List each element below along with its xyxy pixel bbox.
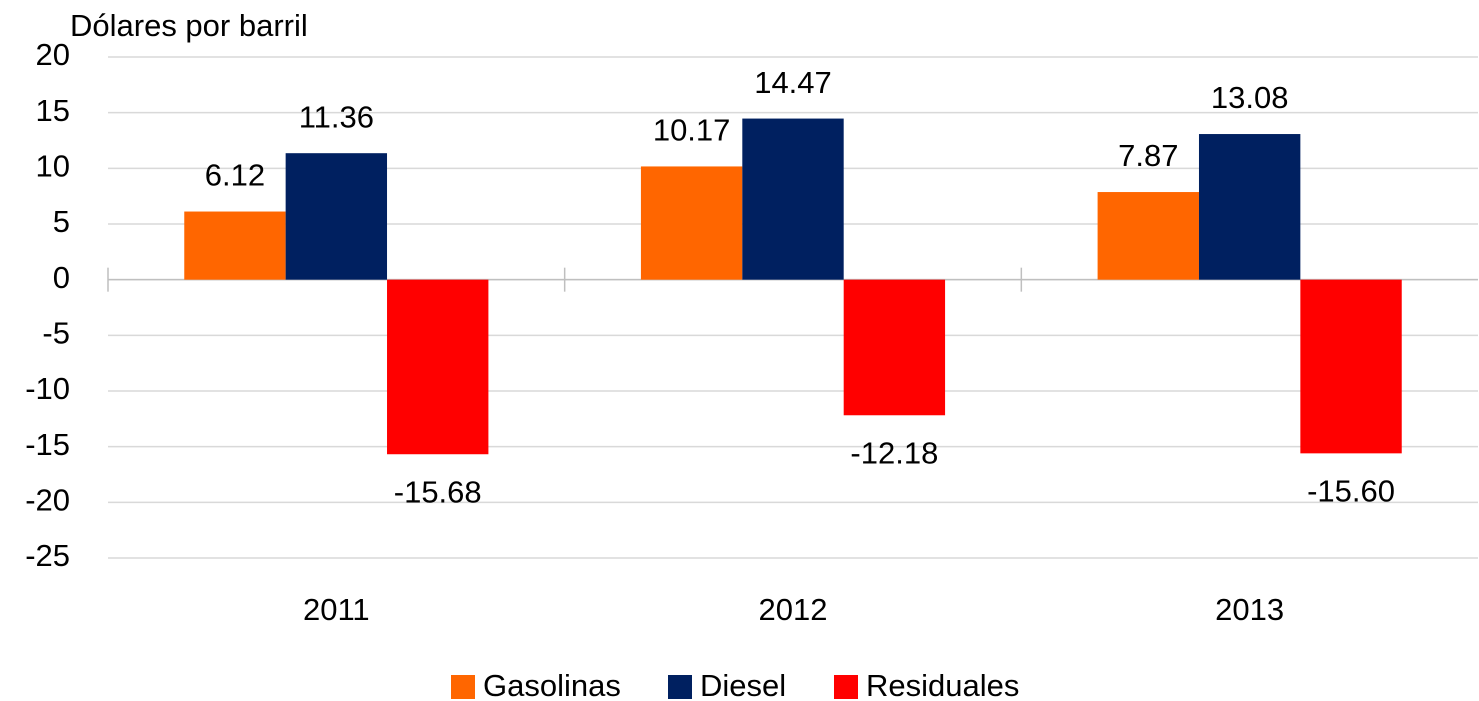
bar: [843, 279, 946, 416]
y-tick-label: -20: [25, 483, 70, 518]
bar: [184, 211, 286, 280]
x-tick-label: 2012: [759, 592, 828, 627]
bar: [1198, 134, 1301, 280]
data-label: 6.12: [205, 158, 265, 193]
y-tick-label: -15: [25, 427, 70, 462]
y-tick-label: 10: [36, 149, 70, 184]
legend-label: Gasolinas: [483, 668, 621, 701]
data-label: 11.36: [299, 99, 374, 134]
bar: [387, 279, 489, 455]
y-tick-label: 0: [53, 260, 70, 295]
x-tick-label: 2013: [1215, 592, 1284, 627]
data-label: 13.08: [1211, 80, 1289, 115]
legend-swatch: [668, 675, 692, 699]
y-tick-label: -10: [25, 371, 70, 406]
y-tick-label: 5: [53, 204, 70, 239]
data-label: -15.68: [394, 474, 482, 509]
y-tick-label: -5: [42, 316, 70, 351]
bar: [1097, 192, 1199, 280]
y-axis-label: Dólares por barril: [70, 8, 308, 43]
bar: [640, 166, 743, 280]
legend-swatch: [834, 675, 858, 699]
data-label: 14.47: [754, 65, 832, 100]
y-tick-label: -25: [25, 538, 70, 573]
data-label: -15.60: [1307, 474, 1395, 509]
data-label: 7.87: [1118, 138, 1178, 173]
bar: [1300, 279, 1402, 454]
y-tick-label: 15: [36, 93, 70, 128]
legend-label: Residuales: [866, 668, 1019, 701]
legend-swatch: [451, 675, 475, 699]
x-tick-label: 2011: [303, 592, 370, 627]
bar: [742, 118, 844, 280]
data-label: 10.17: [653, 113, 731, 148]
y-tick-label: 20: [36, 37, 70, 72]
legend-label: Diesel: [700, 668, 786, 701]
data-label: -12.18: [850, 435, 938, 470]
bar: [285, 153, 388, 280]
